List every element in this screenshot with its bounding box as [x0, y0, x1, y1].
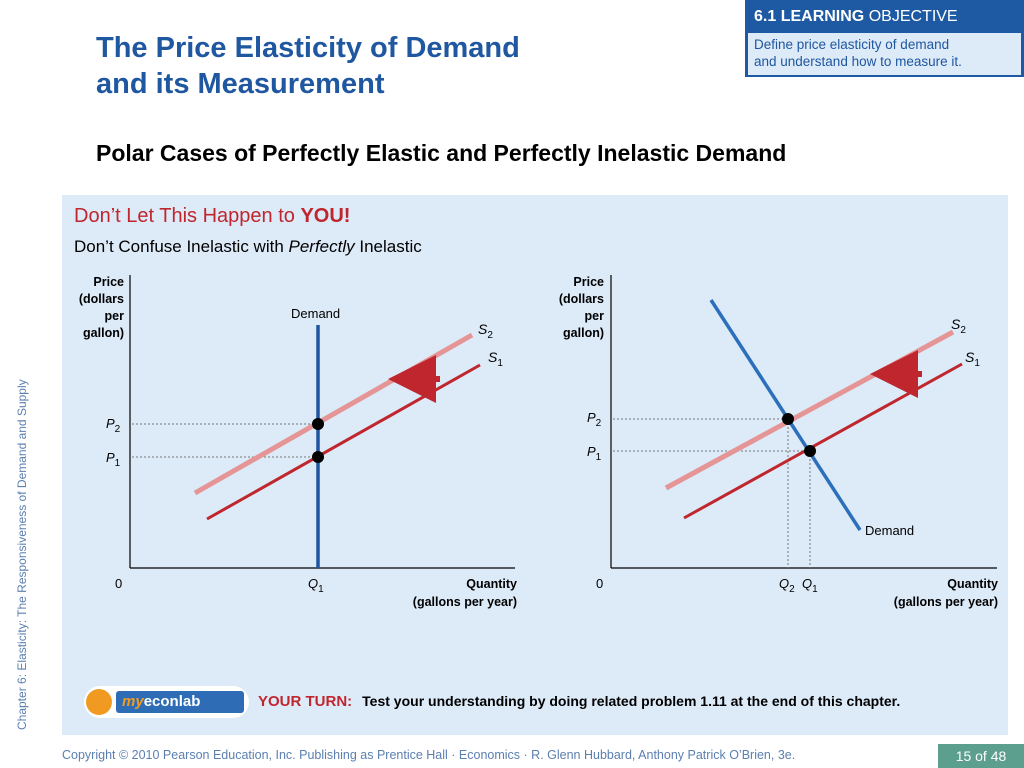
- right-point-p1: [804, 445, 816, 457]
- left-price-label-3: per: [105, 309, 125, 323]
- content-panel: [62, 195, 1008, 735]
- left-p1-label: P1: [106, 450, 121, 469]
- right-price-label-3: per: [585, 309, 605, 323]
- left-price-label-2: (dollars: [79, 292, 124, 306]
- objective-word: OBJECTIVE: [864, 8, 958, 25]
- warning-line2-b: Inelastic: [354, 237, 422, 256]
- warning-line2-italic: Perfectly: [288, 237, 355, 256]
- warning-emphasis: YOU!: [300, 205, 351, 227]
- objective-line1: Define price elasticity of demand: [754, 37, 950, 52]
- left-price-label-1: Price: [93, 275, 124, 289]
- right-p2-label: P2: [587, 410, 602, 429]
- left-s1-label: S1: [488, 349, 503, 369]
- warning-line2-a: Don’t Confuse Inelastic with: [74, 237, 289, 256]
- warning-subheading: Don’t Confuse Inelastic with Perfectly I…: [74, 237, 422, 257]
- learning-objective-box: 6.1 LEARNING OBJECTIVE Define price elas…: [745, 0, 1024, 77]
- left-s2-label: S2: [478, 321, 493, 341]
- left-s1-line: [206, 363, 481, 521]
- myeconlab-icon: [86, 689, 112, 715]
- right-s1-line: [683, 362, 963, 520]
- left-point-p2: [312, 418, 324, 430]
- right-p1-label: P1: [587, 444, 602, 463]
- right-origin: 0: [596, 576, 603, 591]
- warning-heading: Don’t Let This Happen to YOU!: [74, 205, 350, 228]
- page-number: 15 of 48: [938, 744, 1024, 768]
- slide-subtitle: Polar Cases of Perfectly Elastic and Per…: [96, 140, 787, 166]
- myeconlab-econlab: econlab: [143, 693, 201, 710]
- myeconlab-logo[interactable]: myeconlab: [84, 686, 249, 718]
- left-p2-label: P2: [106, 416, 121, 435]
- myeconlab-my: my: [122, 693, 144, 710]
- right-q1-label: Q1: [802, 576, 818, 595]
- right-s1-label: S1: [965, 349, 980, 369]
- objective-line2: and understand how to measure it.: [754, 54, 962, 69]
- right-point-p2: [782, 413, 794, 425]
- warning-prefix: Don’t Let This Happen to: [74, 205, 301, 227]
- right-price-label-4: gallon): [563, 326, 604, 340]
- learning-objective-heading: 6.1 LEARNING OBJECTIVE: [745, 0, 1024, 33]
- page-title-line2: and its Measurement: [96, 68, 385, 100]
- left-quantity-label-2: (gallons per year): [413, 595, 517, 609]
- right-demand-label: Demand: [865, 523, 914, 538]
- left-origin: 0: [115, 576, 122, 591]
- copyright-footer: Copyright © 2010 Pearson Education, Inc.…: [62, 748, 796, 762]
- your-turn-label: YOUR TURN:: [258, 693, 353, 710]
- left-point-p1: [312, 451, 324, 463]
- left-quantity-label-1: Quantity: [466, 577, 517, 591]
- left-graph: Price (dollars per gallon) Demand S2 S1 …: [79, 275, 517, 609]
- right-graph: Price (dollars per gallon) Demand S2 S1 …: [559, 275, 998, 609]
- your-turn-note: YOUR TURN: Test your understanding by doi…: [258, 692, 948, 711]
- page-title: The Price Elasticity of Demand and its M…: [96, 30, 520, 102]
- right-price-label-1: Price: [573, 275, 604, 289]
- right-price-label-2: (dollars: [559, 292, 604, 306]
- your-turn-text: Test your understanding by doing related…: [362, 693, 901, 709]
- left-s2-line: [193, 332, 474, 496]
- right-q2-label: Q2: [779, 576, 795, 595]
- objective-number: 6.1 LEARNING: [754, 8, 865, 25]
- left-price-label-4: gallon): [83, 326, 124, 340]
- left-q1-label: Q1: [308, 576, 324, 595]
- left-demand-label: Demand: [291, 306, 340, 321]
- myeconlab-wordmark: myeconlab: [116, 691, 244, 713]
- right-s2-label: S2: [951, 316, 966, 336]
- learning-objective-text: Define price elasticity of demand and un…: [748, 33, 1021, 75]
- right-quantity-label-1: Quantity: [947, 577, 998, 591]
- page-title-line1: The Price Elasticity of Demand: [96, 32, 520, 64]
- right-quantity-label-2: (gallons per year): [894, 595, 998, 609]
